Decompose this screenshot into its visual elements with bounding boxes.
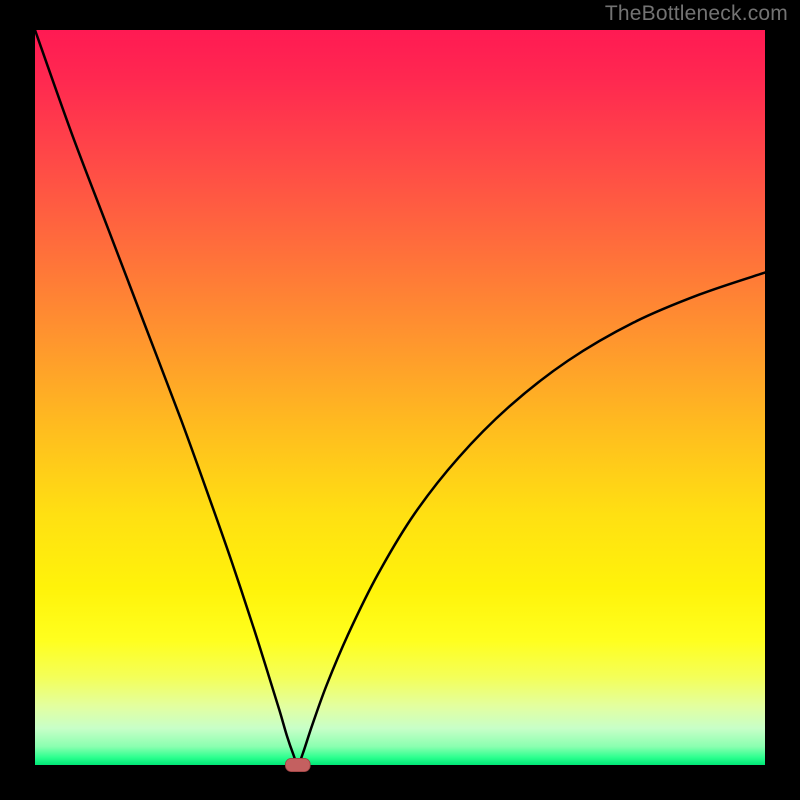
minimum-marker [285, 758, 310, 771]
chart-container: TheBottleneck.com [0, 0, 800, 800]
bottleneck-chart [0, 0, 800, 800]
gradient-background [35, 30, 765, 765]
watermark-label: TheBottleneck.com [605, 2, 788, 26]
